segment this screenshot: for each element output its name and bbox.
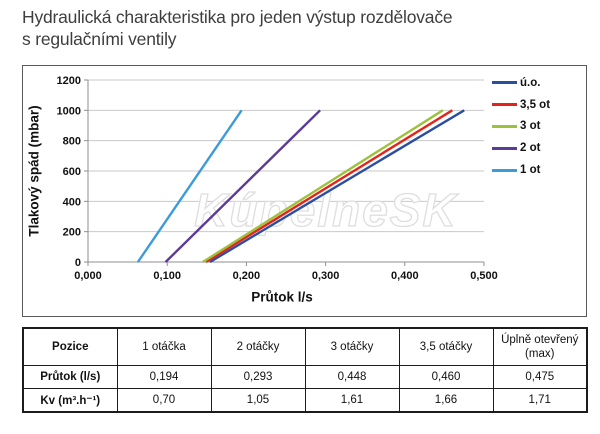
value-cell: 1,61 bbox=[304, 388, 400, 413]
page-title-line2: s regulačními ventily bbox=[22, 29, 177, 49]
x-tick-label: 0,400 bbox=[391, 270, 419, 282]
y-tick-label: 0 bbox=[75, 257, 81, 269]
table-header-row: Pozice 1 otáčka 2 otáčky 3 otáčky 3,5 otáčky… bbox=[22, 327, 588, 366]
row-label-cell: Kv (m³.h⁻¹) bbox=[22, 388, 118, 413]
value-cell: 0,448 bbox=[304, 365, 400, 389]
table-row: Kv (m³.h⁻¹) 0,70 1,05 1,61 1,66 1,71 bbox=[22, 388, 588, 413]
value-cell: 0,194 bbox=[116, 365, 212, 389]
chart-frame: 0 200 400 600 800 1000 1200 0,000 0,100 0,200 0,30… bbox=[22, 65, 587, 317]
legend-item: 1 ot bbox=[492, 159, 550, 181]
page-title-line1: Hydraulická charakteristika pro jeden vý… bbox=[22, 7, 453, 27]
page-title: Hydraulická charakteristika pro jeden vý… bbox=[22, 6, 588, 50]
y-tick-label: 1200 bbox=[57, 75, 81, 87]
spec-table-head: Pozice 1 otáčka 2 otáčky 3 otáčky 3,5 otáčky… bbox=[22, 327, 588, 366]
x-tick-label: 0,100 bbox=[153, 270, 181, 282]
table-header-cell: 1 otáčka bbox=[116, 327, 212, 366]
legend-item: 2 ot bbox=[492, 137, 550, 159]
legend-label: 2 ot bbox=[520, 142, 541, 155]
value-cell: 1,71 bbox=[492, 388, 588, 413]
series-line-3-ot bbox=[202, 109, 444, 264]
value-cell: 1,05 bbox=[210, 388, 306, 413]
legend-swatch bbox=[492, 81, 517, 85]
legend-label: 3,5 ot bbox=[520, 98, 551, 111]
legend-item: 3,5 ot bbox=[492, 94, 550, 116]
series-line-3-5-ot bbox=[205, 109, 453, 264]
table-header-cell: Úplně otevřený (max) bbox=[492, 327, 588, 366]
value-cell: 0,70 bbox=[116, 388, 212, 413]
table-header-cell: Pozice bbox=[22, 327, 118, 366]
x-tick-label: 0,500 bbox=[470, 270, 498, 282]
value-cell: 0,460 bbox=[398, 365, 494, 389]
table-header-cell: 3,5 otáčky bbox=[398, 327, 494, 366]
series-line-o bbox=[209, 109, 465, 264]
series-line-2-ot bbox=[164, 109, 321, 263]
y-tick-label: 800 bbox=[63, 136, 81, 148]
value-cell: 0,293 bbox=[210, 365, 306, 389]
hydraulic-chart: 0 200 400 600 800 1000 1200 0,000 0,100 0,200 0,30… bbox=[57, 75, 498, 282]
x-tick-label: 0,300 bbox=[312, 270, 340, 282]
legend-swatch bbox=[492, 146, 517, 150]
y-tick-label: 200 bbox=[63, 227, 81, 239]
y-axis-label: Tlakový spád (mbar) bbox=[26, 105, 42, 237]
legend-item: 3 ot bbox=[492, 116, 550, 138]
series-line-1-ot bbox=[136, 109, 243, 263]
spec-table: Pozice 1 otáčka 2 otáčky 3 otáčky 3,5 otáčky… bbox=[22, 327, 588, 413]
table-header-cell: 3 otáčky bbox=[304, 327, 400, 366]
y-tick-label: 400 bbox=[63, 196, 81, 208]
legend-swatch bbox=[492, 168, 517, 172]
legend-item: ú.o. bbox=[492, 72, 550, 94]
table-header-cell: 2 otáčky bbox=[210, 327, 306, 366]
legend-label: 3 ot bbox=[520, 120, 541, 133]
x-tick-label: 0,200 bbox=[233, 270, 261, 282]
legend-swatch bbox=[492, 124, 517, 128]
spec-table-body: Průtok (l/s) 0,194 0,293 0,448 0,460 0,475 Kv … bbox=[22, 365, 588, 413]
value-cell: 0,475 bbox=[492, 365, 588, 389]
row-label-cell: Průtok (l/s) bbox=[22, 365, 118, 389]
legend-label: 1 ot bbox=[520, 164, 541, 177]
y-tick-label: 600 bbox=[63, 166, 81, 178]
legend-label: ú.o. bbox=[520, 76, 541, 89]
x-tick-label: 0,000 bbox=[74, 270, 102, 282]
x-axis-label: Průtok l/s bbox=[251, 289, 313, 305]
legend-swatch bbox=[492, 103, 517, 107]
chart-legend: ú.o. 3,5 ot 3 ot 2 ot 1 ot bbox=[492, 72, 550, 181]
value-cell: 1,66 bbox=[398, 388, 494, 413]
table-row: Průtok (l/s) 0,194 0,293 0,448 0,460 0,475 bbox=[22, 365, 588, 389]
y-tick-label: 1000 bbox=[57, 105, 81, 117]
